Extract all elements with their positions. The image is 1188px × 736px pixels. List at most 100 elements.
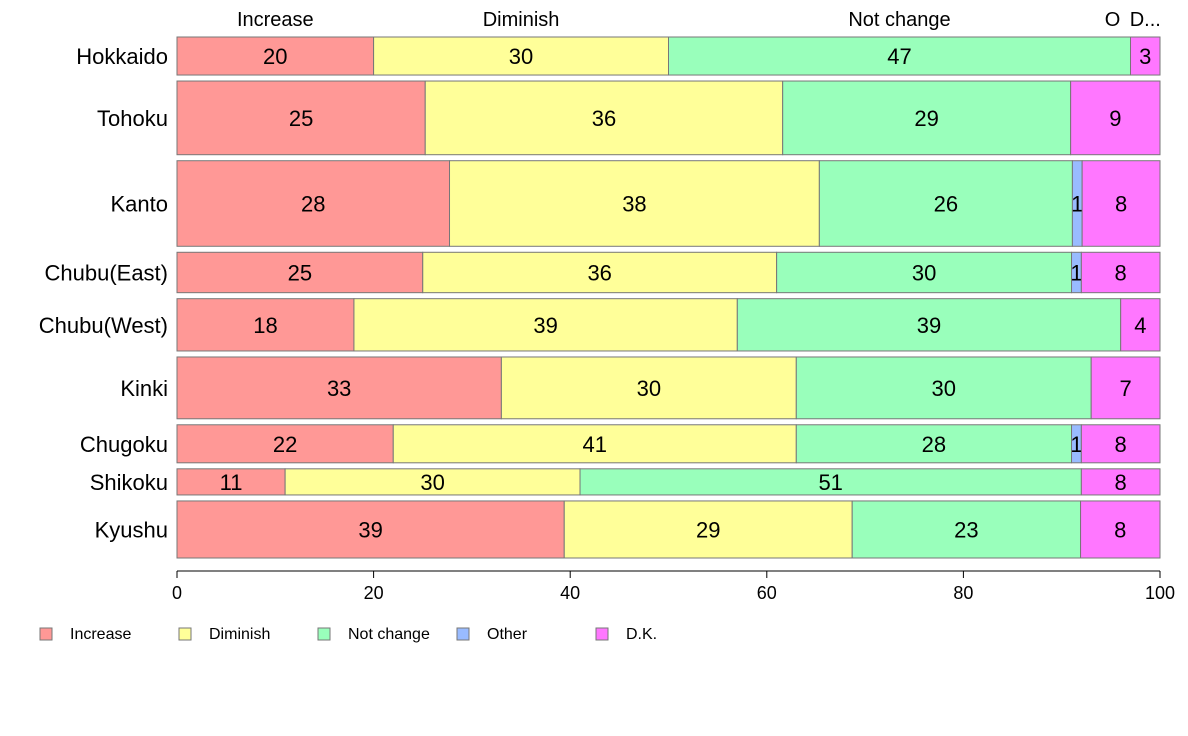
value-label-7-0: 11 xyxy=(220,470,243,495)
value-label-4-2: 39 xyxy=(917,313,941,338)
value-label-2-0: 28 xyxy=(301,191,325,216)
value-label-6-4: 8 xyxy=(1115,432,1127,457)
value-label-0-1: 30 xyxy=(509,44,533,69)
value-label-5-2: 30 xyxy=(931,376,955,401)
bar-segment-0-0 xyxy=(176,36,375,76)
value-label-5-0: 33 xyxy=(327,376,351,401)
value-label-6-2: 28 xyxy=(922,432,946,457)
x-tick-label-1: 20 xyxy=(364,583,384,603)
bar-segment-4-1 xyxy=(353,298,738,352)
value-label-2-3: 1 xyxy=(1071,191,1083,216)
legend-label-0: Increase xyxy=(70,626,131,643)
value-label-3-0: 25 xyxy=(288,260,312,285)
region-label-0: Hokkaido xyxy=(76,44,168,69)
value-label-4-0: 18 xyxy=(253,313,277,338)
value-label-2-1: 38 xyxy=(622,191,646,216)
top-labels-group: Increase Diminish Not change O D... xyxy=(237,9,1161,31)
bar-segment-3-0 xyxy=(176,251,424,294)
value-label-6-0: 22 xyxy=(273,432,297,457)
legend-swatch-3 xyxy=(456,627,470,641)
value-label-2-2: 26 xyxy=(934,191,958,216)
region-label-7: Shikoku xyxy=(90,470,168,495)
value-label-0-2: 47 xyxy=(887,44,911,69)
bar-segment-8-2 xyxy=(851,500,1082,559)
bar-segment-4-4 xyxy=(1120,298,1161,352)
bar-segment-2-1 xyxy=(449,160,820,247)
legend-swatch-2 xyxy=(317,627,331,641)
top-label-4: D... xyxy=(1130,9,1161,31)
value-label-3-1: 36 xyxy=(587,260,611,285)
value-label-1-0: 25 xyxy=(289,106,313,131)
top-label-2: Not change xyxy=(848,9,950,31)
x-tick-label-4: 80 xyxy=(953,583,973,603)
legend-label-1: Diminish xyxy=(209,626,270,643)
x-tick-label-2: 40 xyxy=(560,583,580,603)
bar-segment-0-2 xyxy=(668,36,1132,76)
value-label-6-3: 1 xyxy=(1070,432,1082,457)
legend-swatch-0 xyxy=(39,627,53,641)
value-label-5-4: 7 xyxy=(1119,376,1131,401)
bar-segment-3-4 xyxy=(1080,251,1161,294)
bar-segment-4-0 xyxy=(176,298,355,352)
value-label-8-1: 29 xyxy=(696,517,720,542)
value-label-0-0: 20 xyxy=(263,44,287,69)
value-label-1-1: 36 xyxy=(592,106,616,131)
bar-segment-1-1 xyxy=(424,80,784,156)
region-label-4: Chubu(West) xyxy=(39,313,168,338)
legend-label-4: D.K. xyxy=(626,626,657,643)
x-tick-label-5: 100 xyxy=(1145,583,1175,603)
bar-segment-4-2 xyxy=(736,298,1122,352)
legend-swatch-4 xyxy=(595,627,609,641)
bar-segment-1-0 xyxy=(176,80,426,156)
value-label-4-1: 39 xyxy=(533,313,557,338)
value-label-1-4: 9 xyxy=(1109,106,1121,131)
region-label-8: Kyushu xyxy=(95,517,168,542)
x-axis: 0 20 40 60 80 100 xyxy=(172,570,1175,603)
bar-segment-1-4 xyxy=(1070,80,1161,156)
value-label-0-4: 3 xyxy=(1139,44,1151,69)
value-label-3-3: 1 xyxy=(1070,260,1082,285)
legend-swatch-1 xyxy=(178,627,192,641)
value-label-2-4: 8 xyxy=(1115,191,1127,216)
region-label-2: Kanto xyxy=(111,191,169,216)
bar-segment-5-0 xyxy=(176,356,502,420)
bar-segment-5-2 xyxy=(795,356,1092,420)
value-label-8-4: 8 xyxy=(1114,517,1126,542)
bar-segment-7-1 xyxy=(284,468,581,496)
value-label-3-4: 8 xyxy=(1115,260,1127,285)
bar-segment-7-4 xyxy=(1080,468,1161,496)
value-label-6-1: 41 xyxy=(583,432,607,457)
value-label-7-4: 8 xyxy=(1115,470,1127,495)
region-label-3: Chubu(East) xyxy=(44,260,168,285)
value-label-5-1: 30 xyxy=(637,376,661,401)
bar-segment-6-4 xyxy=(1080,424,1161,464)
bars-group: 20 30 47 325 36 29 928 38 26 1 825 36 30 1 818 39 39 433 3… xyxy=(176,36,1161,559)
x-tick-label-3: 60 xyxy=(757,583,777,603)
value-label-7-2: 51 xyxy=(818,470,842,495)
value-label-7-1: 30 xyxy=(420,470,444,495)
region-label-6: Chugoku xyxy=(80,432,168,457)
bar-segment-0-1 xyxy=(373,36,669,76)
region-label-1: Tohoku xyxy=(97,106,168,131)
bar-segment-3-2 xyxy=(776,251,1073,294)
legend-label-2: Not change xyxy=(348,626,430,643)
top-label-0: Increase xyxy=(237,9,314,31)
bar-segment-2-4 xyxy=(1081,160,1161,247)
top-label-3: O xyxy=(1105,9,1121,31)
value-label-1-2: 29 xyxy=(914,106,938,131)
value-label-8-2: 23 xyxy=(954,517,978,542)
bar-segment-1-2 xyxy=(782,80,1072,156)
bar-segment-5-1 xyxy=(500,356,797,420)
bar-segment-7-0 xyxy=(176,468,286,496)
region-label-5: Kinki xyxy=(120,376,168,401)
legend-label-3: Other xyxy=(487,626,528,643)
top-label-1: Diminish xyxy=(483,9,560,31)
bar-segment-8-1 xyxy=(563,500,853,559)
bar-segment-3-1 xyxy=(422,251,778,294)
region-labels-group: Hokkaido Tohoku Kanto Chubu(East) Chubu(West… xyxy=(39,44,168,542)
bar-segment-5-4 xyxy=(1090,356,1161,420)
value-label-3-2: 30 xyxy=(912,260,936,285)
value-label-4-4: 4 xyxy=(1134,313,1146,338)
x-tick-label-0: 0 xyxy=(172,583,182,603)
